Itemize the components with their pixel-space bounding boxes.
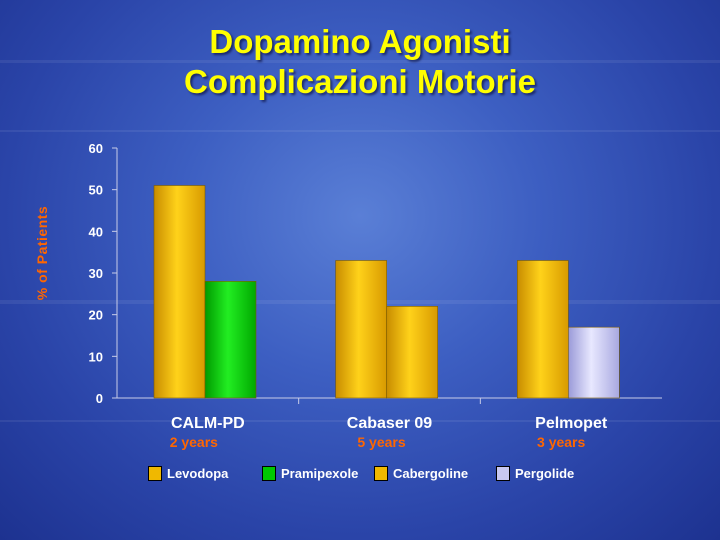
chart-axes: 0 10 20 30 40 50 60 [89,141,662,406]
bar-calm-pd-pramipexole [204,281,257,399]
legend-item-cabergoline: Cabergoline [374,466,468,481]
legend-label: Levodopa [167,466,229,481]
chart-bars [153,185,620,399]
legend-swatch [262,466,276,481]
legend-item-pergolide: Pergolide [496,466,574,481]
y-tick-label: 60 [89,141,103,156]
legend-swatch [496,466,510,481]
y-tick-label: 20 [89,308,103,323]
legend-label: Pramipexole [281,466,359,481]
category-label: Cabaser 09 [347,415,432,432]
chart-legend: Levodopa Pramipexole Cabergoline Pergolide [140,466,700,486]
legend-item-levodopa: Levodopa [148,466,228,481]
category-sublabel: 2 years [170,434,218,450]
y-tick-label: 0 [96,391,103,406]
legend-swatch [148,466,162,481]
y-tick-label: 30 [89,266,103,281]
bar-cabaser-09-levodopa [335,260,387,399]
category-label: CALM-PD [171,415,245,432]
category-label: Pelmopet [535,415,608,432]
title-line-2: Complicazioni Motorie [183,63,536,100]
title-line-1: Dopamino Agonisti [209,23,511,60]
bar-pelmopet-pergolide [568,326,620,399]
y-tick-label: 10 [89,349,103,364]
legend-label: Pergolide [515,466,575,481]
slide-title: Dopamino Agonisti Complicazioni Motorie [0,22,720,102]
y-tick-label: 50 [89,183,103,198]
chart-category-labels: CALM-PD 2 years Cabaser 09 5 years Pelmopet 3… [170,415,608,450]
legend-swatch [374,466,388,481]
legend-label: Cabergoline [393,466,469,481]
legend-item-pramipexole: Pramipexole [262,466,358,481]
bar-cabaser-09-cabergoline [386,306,438,399]
bar-pelmopet-levodopa [517,260,569,399]
category-sublabel: 3 years [537,434,585,450]
category-sublabel: 5 years [357,434,405,450]
bar-calm-pd-levodopa [153,185,206,399]
y-tick-label: 40 [89,224,103,239]
